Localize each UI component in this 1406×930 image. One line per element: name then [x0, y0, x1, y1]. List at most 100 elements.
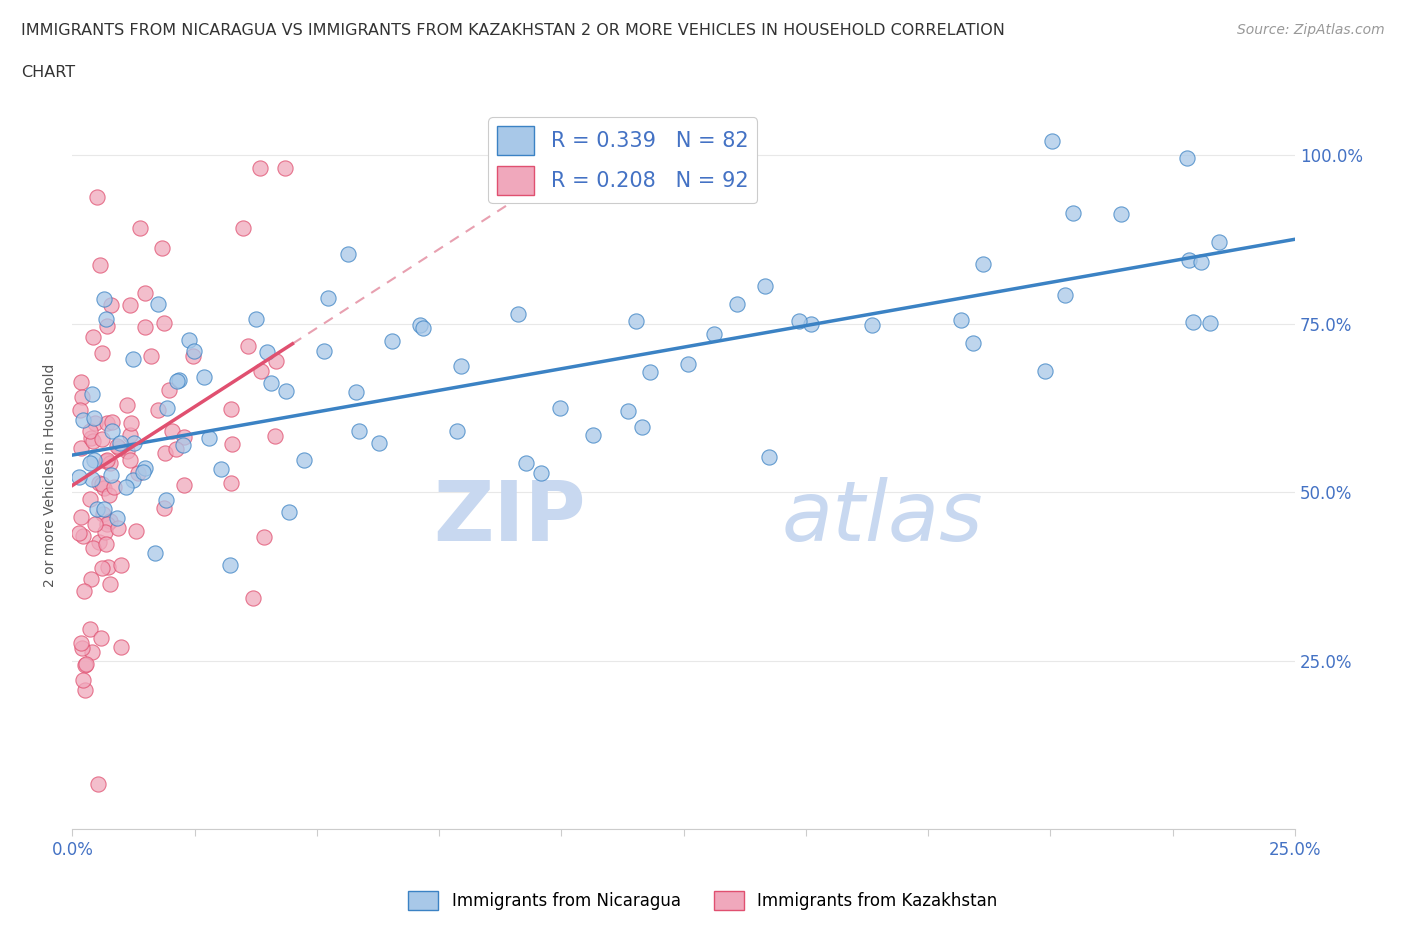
Point — [83, 416, 105, 431]
Point — [107, 521, 129, 536]
Point — [725, 296, 748, 311]
Point — [100, 468, 122, 483]
Point — [626, 313, 648, 328]
Point — [98, 577, 121, 591]
Point — [100, 298, 122, 312]
Point — [1182, 314, 1205, 329]
Point — [73, 583, 96, 598]
Point — [249, 161, 271, 176]
Point — [94, 536, 117, 551]
Point — [91, 507, 114, 522]
Point — [120, 416, 142, 431]
Point — [169, 372, 191, 387]
Point — [412, 321, 434, 336]
Point — [183, 344, 205, 359]
Point — [548, 401, 571, 416]
Point — [101, 423, 124, 438]
Point — [703, 326, 725, 341]
Point — [260, 375, 283, 390]
Point — [67, 470, 90, 485]
Point — [75, 657, 97, 671]
Point — [94, 453, 117, 468]
Y-axis label: 2 or more Vehicles in Household: 2 or more Vehicles in Household — [44, 364, 58, 587]
Point — [86, 190, 108, 205]
Point — [132, 465, 155, 480]
Point — [84, 517, 107, 532]
Point — [173, 430, 195, 445]
Point — [108, 441, 131, 456]
Point — [96, 559, 118, 574]
Point — [347, 423, 370, 438]
Point — [79, 621, 101, 636]
Point — [93, 291, 115, 306]
Point — [153, 445, 176, 460]
Point — [79, 456, 101, 471]
Point — [245, 312, 267, 327]
Point — [73, 658, 96, 672]
Point — [292, 453, 315, 468]
Point — [89, 258, 111, 272]
Point — [148, 403, 170, 418]
Point — [127, 466, 149, 481]
Point — [172, 437, 194, 452]
Point — [70, 375, 93, 390]
Point — [118, 298, 141, 312]
Point — [115, 480, 138, 495]
Point — [80, 472, 103, 487]
Point — [800, 317, 823, 332]
Point — [166, 373, 188, 388]
Point — [198, 431, 221, 445]
Point — [150, 240, 173, 255]
Point — [409, 318, 432, 333]
Point — [162, 424, 184, 439]
Point — [80, 572, 103, 587]
Point — [67, 525, 90, 540]
Point — [972, 257, 994, 272]
Point — [1053, 287, 1076, 302]
Point — [530, 465, 553, 480]
Point — [1189, 255, 1212, 270]
Point — [253, 529, 276, 544]
Point — [72, 528, 94, 543]
Point — [73, 683, 96, 698]
Point — [1062, 206, 1084, 220]
Point — [950, 312, 973, 327]
Point — [70, 441, 93, 456]
Point — [179, 333, 201, 348]
Point — [1177, 151, 1199, 166]
Point — [101, 414, 124, 429]
Point — [219, 401, 242, 416]
Point — [221, 437, 243, 452]
Legend: R = 0.339   N = 82, R = 0.208   N = 92: R = 0.339 N = 82, R = 0.208 N = 92 — [488, 117, 756, 204]
Point — [80, 644, 103, 659]
Point — [91, 561, 114, 576]
Point — [134, 320, 156, 335]
Point — [278, 504, 301, 519]
Point — [193, 370, 215, 385]
Point — [446, 424, 468, 439]
Point — [122, 473, 145, 488]
Point — [98, 456, 121, 471]
Point — [96, 516, 118, 531]
Point — [678, 357, 700, 372]
Text: atlas: atlas — [782, 477, 983, 558]
Point — [962, 336, 984, 351]
Point — [82, 433, 104, 448]
Point — [181, 349, 204, 364]
Legend: Immigrants from Nicaragua, Immigrants from Kazakhstan: Immigrants from Nicaragua, Immigrants fr… — [402, 884, 1004, 917]
Point — [110, 557, 132, 572]
Point — [263, 428, 285, 443]
Point — [630, 419, 652, 434]
Point — [69, 403, 91, 418]
Point — [318, 290, 340, 305]
Point — [83, 452, 105, 467]
Text: ZIP: ZIP — [433, 477, 586, 558]
Point — [98, 514, 121, 529]
Point — [153, 315, 176, 330]
Point — [89, 475, 111, 490]
Point — [381, 334, 404, 349]
Point — [79, 423, 101, 438]
Text: Source: ZipAtlas.com: Source: ZipAtlas.com — [1237, 23, 1385, 37]
Point — [98, 487, 121, 502]
Point — [264, 353, 287, 368]
